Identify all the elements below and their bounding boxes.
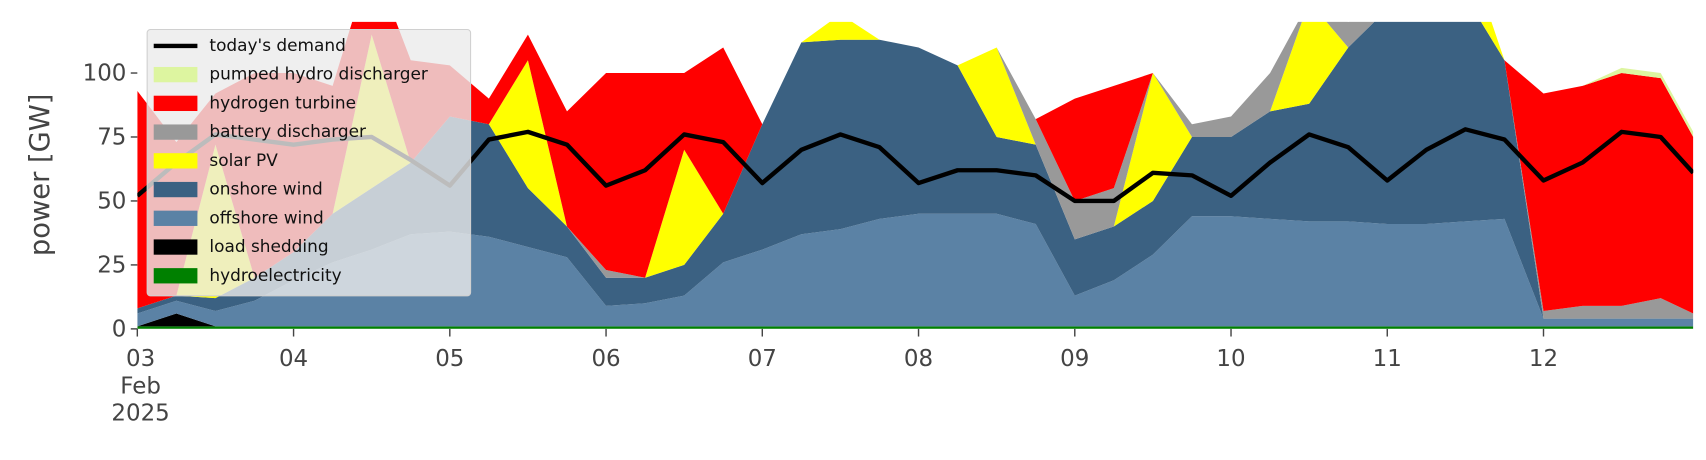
legend-swatch: [153, 95, 198, 112]
legend-swatch: [153, 66, 198, 83]
y-tick-label: 75: [97, 125, 126, 151]
legend-swatch: [153, 181, 198, 198]
legend-label: today's demand: [209, 35, 345, 55]
legend-swatch: [153, 210, 198, 226]
legend-label: onshore wind: [209, 179, 322, 199]
x-tick-label: 04: [279, 346, 308, 372]
area: [137, 213, 1694, 327]
legend-label: hydroelectricity: [209, 265, 341, 285]
y-tick-label: 100: [83, 61, 127, 87]
area: [137, 326, 1694, 329]
y-axis-label: power [GW]: [25, 94, 56, 257]
y-tick-label: 0: [112, 317, 127, 343]
area: [137, 21, 1694, 319]
x-tick-label: 09: [1060, 346, 1089, 372]
legend-swatch: [153, 153, 198, 169]
legend-label: pumped hydro discharger: [209, 64, 427, 84]
legend-label: offshore wind: [209, 207, 323, 227]
legend-label: battery discharger: [209, 121, 366, 141]
legend-label: hydrogen turbine: [209, 92, 356, 112]
x-tick-label: 05: [435, 346, 464, 372]
legend-label: load shedding: [209, 236, 328, 256]
x-tick-label: 07: [748, 346, 777, 372]
legend-box: [146, 28, 472, 297]
legend-swatch: [153, 124, 198, 140]
x-tick-label: 10: [1216, 346, 1245, 372]
legend-swatch: [153, 239, 198, 255]
x-tick-label: 03 Feb 2025: [111, 346, 169, 427]
x-tick-label: 06: [591, 346, 620, 372]
legend-label: solar PV: [209, 150, 278, 170]
x-tick-label: 11: [1373, 346, 1402, 372]
area: [137, 21, 1694, 319]
x-tick-label: 12: [1529, 346, 1558, 372]
y-tick-label: 25: [97, 253, 126, 279]
y-tick-label: 50: [97, 189, 126, 215]
x-tick-label: 08: [904, 346, 933, 372]
legend-swatch: [153, 268, 198, 284]
